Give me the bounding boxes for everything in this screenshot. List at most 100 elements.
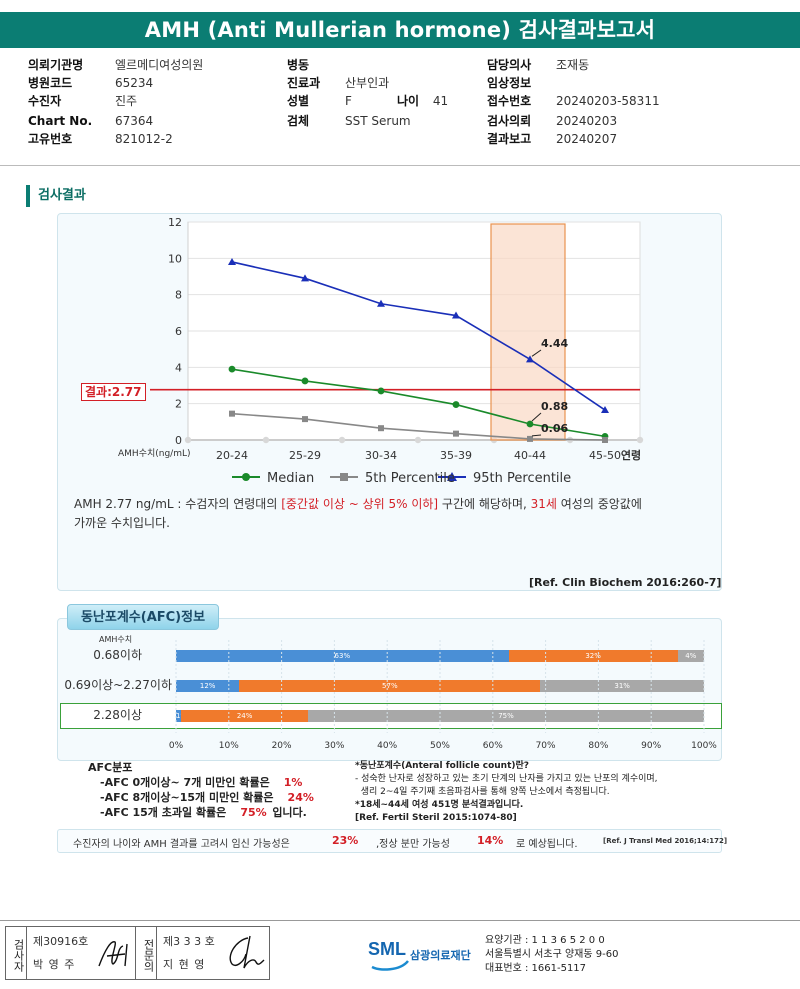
afc-axis-label: 40%: [377, 741, 398, 751]
signature-box: [5, 926, 270, 980]
annotation-leader: [531, 412, 542, 422]
info-value: 65234: [115, 76, 154, 90]
report-title: AMH (Anti Mullerian hormone) 검사결과보고서: [0, 12, 800, 48]
age-field: 나이 41: [397, 92, 448, 110]
afc-axis-label: 30%: [324, 741, 345, 751]
info-row: 고유번호 821012-2: [28, 130, 173, 148]
afc-axis-label: 0%: [168, 741, 184, 751]
x-axis-dot: [262, 436, 270, 444]
series-line-2: [231, 261, 606, 411]
afc-axis-label: 100%: [691, 741, 717, 751]
x-tick-label: 45-50: [589, 449, 621, 462]
legend-marker: [242, 473, 250, 481]
legend-label: 95th Percentile: [473, 471, 571, 486]
afc-bar-segment: 12%: [176, 680, 240, 692]
series-line-0: [231, 368, 606, 438]
info-key: 진료과: [287, 76, 321, 90]
afc-bar-segment: 24%: [181, 710, 308, 722]
data-label: 0.88: [541, 400, 568, 413]
highlight-band-40-44: [490, 223, 566, 441]
afc-row-label: 0.69이상~2.27이하: [64, 678, 172, 692]
afc-dist-text: -AFC 0개이상~ 7개 미만인 확률은: [100, 776, 270, 789]
data-label: 0.06: [541, 422, 568, 435]
afc-grid: [175, 640, 705, 733]
annotation-leader: [531, 434, 542, 437]
amh-line-chart: 0 2 4 6 8 10 12 20-24 25-29 30-34 35-39 40-44 45-50 연…: [118, 216, 644, 486]
afc-dist-value: 1%: [283, 776, 303, 789]
info-row: 성별 F: [287, 92, 352, 110]
p95-point: [377, 299, 385, 307]
summary-delivery-rate: 14%: [477, 834, 504, 847]
interp-part-5: 여성의 중앙값에: [556, 497, 642, 511]
info-value: 67364: [115, 114, 154, 128]
afc-axis-label: 20%: [271, 741, 292, 751]
x-tick-label: 25-29: [289, 449, 321, 462]
afc-desc-line: *18세~44세 여성 451명 분석결과입니다.: [355, 800, 524, 810]
p95-point: [601, 406, 609, 414]
afc-row-label: 0.68이하: [93, 648, 142, 662]
info-row: 병원코드 65234: [28, 74, 153, 92]
afc-bar-segment: 1%: [176, 710, 182, 722]
y-tick-label: 2: [175, 398, 182, 411]
examiner-label: 검사자: [5, 926, 27, 980]
legend-marker: [340, 473, 348, 481]
annotation-leader: [531, 349, 542, 357]
afc-bar: 1%24%75%: [176, 710, 704, 722]
info-row: 담당의사 조재동: [487, 56, 589, 74]
reviewer-number: 제3 3 3 호: [163, 935, 215, 948]
info-value: 엘르메디여성의원: [115, 58, 204, 72]
info-key: Chart No.: [28, 114, 93, 128]
section-title-result: 검사결과: [26, 185, 86, 207]
info-key: 수진자: [28, 94, 62, 108]
x-tick-label: 40-44: [514, 449, 546, 462]
sml-logo-icon: SML: [366, 933, 409, 973]
afc-dist-row: -AFC 0개이상~ 7개 미만인 확률은 1%: [100, 775, 316, 790]
afc-bar-segment: 4%: [677, 650, 704, 662]
interp-part-1: AMH 2.77 ng/mL : 수검자의 연령대의: [74, 497, 282, 511]
afc-axis-label: 70%: [535, 741, 556, 751]
interp-age: 31세: [530, 497, 557, 511]
examiner-signature: [98, 941, 128, 967]
legend-label: 5th Percentile: [365, 471, 455, 486]
x-tick-label: 35-39: [440, 449, 472, 462]
info-value: 조재동: [556, 58, 590, 72]
interp-part-3: 구간에 해당하며,: [438, 497, 531, 511]
reviewer-label: 전문의: [135, 926, 157, 980]
info-row: 결과보고 20240207: [487, 130, 617, 148]
afc-row-label: 2.28이상: [93, 708, 142, 722]
info-value: 821012-2: [115, 132, 173, 146]
legend-marker: [447, 472, 457, 481]
info-key: 성별: [287, 94, 310, 108]
info-row: 접수번호 20240203-58311: [487, 92, 660, 110]
info-key: 병원코드: [28, 76, 73, 90]
median-point: [526, 420, 534, 428]
lab-info: 요양기관 : 1 1 3 6 5 2 0 0 서울특별시 서초구 양재동 9-6…: [485, 934, 618, 976]
p5-point: [302, 416, 308, 423]
lab-address: 서울특별시 서초구 양재동 9-60: [485, 949, 619, 960]
afc-axis-label: 60%: [482, 741, 503, 751]
afc-axis-label: 10%: [218, 741, 239, 751]
afc-bar-segment: 31%: [540, 680, 704, 692]
data-label: 4.44: [541, 337, 568, 350]
afc-dist-tail: 입니다.: [272, 806, 307, 819]
chart-series: [150, 257, 640, 481]
reviewer-name: 지 현 영: [163, 958, 206, 971]
summary-pregnancy-rate: 23%: [332, 834, 359, 847]
afc-bar-segment: 63%: [176, 650, 509, 662]
x-tick-label: 20-24: [216, 449, 248, 462]
info-value: 20240207: [556, 132, 618, 146]
p5-point: [602, 437, 608, 443]
lab-name: 삼광의료재단: [410, 949, 471, 962]
info-row: 진료과 산부인과: [287, 74, 389, 92]
x-axis-dot: [184, 436, 192, 444]
info-row: 병동: [287, 56, 345, 74]
series-line-1: [231, 412, 606, 441]
info-value: 진주: [115, 94, 138, 108]
reviewer-signature: [229, 935, 265, 969]
afc-bar-segment: 32%: [508, 650, 678, 662]
info-value: F: [345, 94, 352, 108]
info-key: 고유번호: [28, 132, 73, 146]
afc-bar-segment: 57%: [239, 680, 541, 692]
afc-axis-label: 90%: [641, 741, 662, 751]
y-axis-label: AMH수치(ng/mL): [118, 447, 191, 459]
